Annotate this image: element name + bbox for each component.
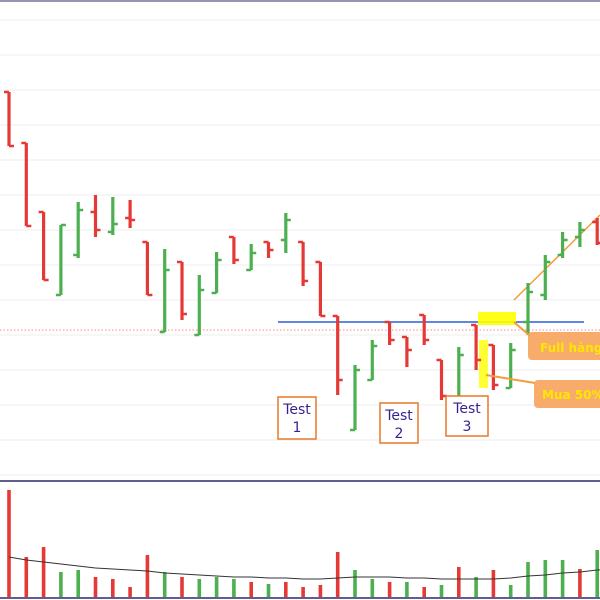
volume-bar	[439, 585, 444, 597]
ohlc-bar	[142, 240, 153, 297]
volume-bar	[249, 582, 253, 597]
callout-mua-box	[534, 380, 600, 408]
ohlc-bar	[38, 210, 49, 282]
volume-bar	[128, 587, 132, 597]
callout-mua-text: Mua 50%	[542, 388, 600, 402]
test1-label-top: Test	[282, 402, 311, 418]
volume-bar	[387, 582, 392, 597]
volume-bar	[370, 579, 375, 597]
volume-bar	[111, 579, 115, 597]
ohlc-bar	[280, 213, 291, 253]
ohlc-bar	[367, 340, 378, 382]
volume-bar	[266, 584, 271, 597]
test3-label-top: Test	[452, 401, 481, 417]
volume-bar	[197, 579, 202, 597]
callout-full-hang: Full hàng	[528, 332, 600, 360]
ohlc-bar	[263, 240, 274, 258]
ohlc-bar	[505, 343, 516, 390]
test-box-1: Test 1	[277, 396, 317, 440]
callout-mua-50: Mua 50%	[534, 380, 600, 408]
volume-bar	[162, 572, 167, 597]
ohlc-bar	[246, 244, 257, 272]
ohlc-bar	[540, 255, 551, 300]
ohlc-bar	[332, 314, 343, 395]
volume-bar	[145, 555, 150, 597]
test3-label-bottom: 3	[463, 419, 472, 435]
test2-label-bottom: 2	[395, 426, 404, 442]
ohlc-bar	[159, 249, 170, 334]
volume-bar	[301, 587, 305, 597]
ohlc-bar	[55, 223, 66, 297]
volume-moving-average	[8, 556, 600, 580]
ohlc-bar	[523, 283, 533, 335]
test-box-2: Test 2	[379, 402, 419, 444]
price-bars	[4, 90, 600, 432]
volume-bar	[595, 550, 599, 597]
test-box-3: Test 3	[445, 395, 489, 437]
volume-bar	[353, 570, 357, 597]
ohlc-bar	[471, 323, 482, 370]
volume-bars	[7, 490, 599, 597]
test2-frame	[379, 402, 419, 444]
volume-bar	[578, 569, 582, 597]
ohlc-bar	[298, 240, 309, 286]
volume-bar	[59, 572, 63, 597]
volume-bar	[526, 562, 530, 597]
ohlc-bar	[73, 202, 84, 258]
ohlc-bar	[194, 275, 205, 337]
volume-bar	[180, 577, 184, 597]
callout-full-box	[528, 332, 600, 360]
ohlc-bar	[211, 252, 222, 295]
ohlc-bar	[177, 260, 187, 320]
volume-bar	[422, 587, 426, 597]
callout-full-text: Full hàng	[540, 341, 600, 355]
ohlc-bar	[401, 335, 412, 367]
volume-bar	[232, 579, 236, 597]
volume-bar	[76, 570, 80, 597]
breakout-highlight	[478, 312, 516, 325]
ohlc-bar	[574, 222, 585, 247]
volume-bar	[284, 582, 288, 597]
mua-pointer	[485, 374, 536, 384]
volume-bar	[543, 560, 548, 597]
volume-bar	[474, 577, 478, 597]
ohlc-bar	[228, 235, 239, 264]
ohlc-bar	[557, 232, 568, 258]
ohlc-bar	[125, 200, 136, 228]
volume-bar	[7, 490, 11, 597]
volume-bar	[491, 570, 496, 597]
volume-bar	[93, 577, 98, 597]
ohlc-bar	[21, 141, 32, 228]
volume-bar	[508, 585, 513, 597]
ohlc-bar	[90, 195, 101, 237]
volume-bar	[24, 557, 29, 597]
volume-bar	[405, 582, 409, 597]
volume-bar	[41, 547, 46, 597]
volume-bar	[318, 585, 323, 597]
ohlc-bar	[107, 197, 118, 235]
ohlc-bar	[315, 260, 326, 318]
volume-bar	[560, 560, 565, 597]
test3-frame	[445, 395, 489, 437]
volume-bar	[457, 567, 461, 597]
volume-bar	[214, 577, 219, 597]
test2-label-top: Test	[384, 408, 413, 424]
ohlc-bar	[488, 343, 499, 390]
ohlc-bar	[4, 90, 14, 148]
volume-bar	[335, 552, 340, 597]
ohlc-bar	[384, 320, 395, 345]
test3-highlight	[479, 340, 488, 388]
test1-label-bottom: 1	[293, 420, 302, 436]
test1-frame	[277, 396, 317, 440]
ohlc-bar	[419, 313, 430, 345]
ohlc-bar	[350, 365, 360, 432]
full-pointer	[513, 321, 531, 337]
